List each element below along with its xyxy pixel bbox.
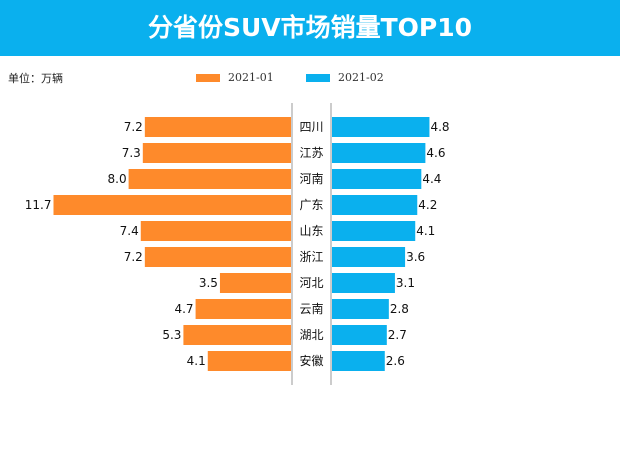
bar-2021-01 — [183, 325, 291, 345]
data-label-2021-02: 2.8 — [390, 302, 409, 316]
bar-2021-01 — [219, 273, 291, 293]
bar-2021-02 — [332, 299, 389, 319]
legend-label: 2021-01 — [228, 71, 274, 84]
data-label-2021-02: 3.6 — [406, 250, 425, 264]
category-label: 河北 — [299, 276, 323, 290]
legend-item-2021-02: 2021-02 — [306, 71, 384, 84]
data-label-2021-01: 3.5 — [199, 276, 218, 290]
bar-2021-02 — [332, 117, 430, 137]
legend-item-2021-01: 2021-01 — [196, 71, 274, 84]
data-label-2021-02: 2.7 — [388, 328, 407, 342]
data-label-2021-01: 11.7 — [25, 198, 52, 212]
data-label-2021-01: 7.2 — [124, 120, 143, 134]
legend-swatch — [306, 73, 330, 82]
data-label-2021-02: 4.6 — [426, 146, 445, 160]
data-label-2021-02: 3.1 — [396, 276, 415, 290]
bar-2021-02 — [332, 351, 385, 371]
bar-2021-01 — [207, 351, 291, 371]
legend-label: 2021-02 — [338, 71, 384, 84]
bar-2021-02 — [332, 247, 406, 267]
category-label: 浙江 — [299, 250, 323, 264]
bar-2021-02 — [332, 273, 395, 293]
data-label-2021-01: 7.4 — [120, 224, 139, 238]
category-label: 山东 — [299, 224, 323, 238]
category-label: 江苏 — [299, 146, 323, 160]
category-label: 湖北 — [299, 327, 323, 342]
bar-2021-01 — [128, 169, 291, 189]
bar-2021-02 — [332, 143, 426, 163]
bar-2021-02 — [332, 169, 422, 189]
bar-2021-01 — [53, 195, 291, 215]
bar-2021-02 — [332, 221, 416, 241]
data-label-2021-01: 7.2 — [124, 250, 143, 264]
data-label-2021-01: 8.0 — [108, 172, 127, 186]
data-label-2021-01: 4.7 — [174, 302, 193, 316]
category-label: 云南 — [299, 301, 323, 316]
data-label-2021-02: 4.2 — [418, 198, 437, 212]
category-label: 广东 — [299, 198, 323, 212]
category-label: 河南 — [299, 171, 323, 186]
bar-2021-01 — [144, 117, 291, 137]
data-label-2021-02: 4.1 — [416, 224, 435, 238]
bar-2021-01 — [140, 221, 291, 241]
legend-swatch — [196, 73, 220, 82]
data-label-2021-01: 5.3 — [162, 328, 181, 342]
unit-label: 单位：万辆 — [8, 72, 63, 85]
data-label-2021-02: 2.6 — [386, 354, 405, 368]
bar-2021-02 — [332, 325, 387, 345]
data-label-2021-01: 4.1 — [187, 354, 206, 368]
data-label-2021-02: 4.4 — [422, 172, 441, 186]
data-label-2021-02: 4.8 — [430, 120, 449, 134]
category-label: 四川 — [299, 120, 323, 134]
category-label: 安徽 — [299, 353, 323, 368]
bar-2021-02 — [332, 195, 418, 215]
bar-2021-01 — [144, 247, 291, 267]
chart-title: 分省份SUV市场销量TOP10 — [0, 0, 620, 56]
bar-2021-01 — [195, 299, 291, 319]
bar-2021-01 — [142, 143, 291, 163]
data-label-2021-01: 7.3 — [122, 146, 141, 160]
